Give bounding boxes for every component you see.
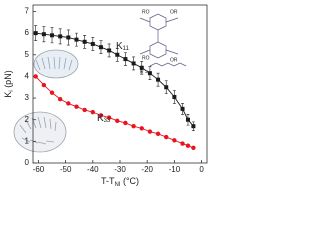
x-tick-label: -20: [141, 165, 153, 174]
y-tick-label: 7: [25, 7, 30, 16]
data-point: [115, 118, 120, 123]
data-point: [50, 33, 55, 38]
data-point: [82, 107, 87, 113]
data-point: [74, 37, 79, 42]
data-point: [172, 94, 177, 99]
y-tick-label: 5: [25, 50, 30, 59]
data-point: [191, 124, 196, 129]
x-tick-label: 0: [199, 165, 204, 174]
data-point: [123, 120, 128, 126]
x-tick-label: -50: [60, 165, 72, 174]
data-point: [115, 52, 120, 57]
series-label-part: 33: [104, 118, 111, 124]
data-point: [58, 34, 63, 39]
y-tick-label: 6: [25, 28, 30, 37]
inset-label: R =: [140, 69, 148, 75]
data-point: [98, 113, 104, 118]
x-tick-label: -40: [87, 165, 99, 174]
x-axis-label: T-TNI (°C): [101, 176, 139, 187]
data-point: [180, 141, 185, 146]
series-label: K33: [97, 113, 111, 124]
data-point: [123, 57, 128, 62]
data-point: [33, 31, 38, 36]
data-point: [107, 48, 112, 53]
data-point: [49, 90, 55, 95]
y-tick-label: 2: [25, 115, 30, 124]
data-point: [33, 74, 38, 79]
series-line: [35, 32, 194, 127]
series-label-part: K: [116, 41, 123, 52]
data-point: [164, 85, 169, 90]
y-tick-label: 1: [25, 136, 30, 145]
data-point: [180, 106, 185, 111]
chart: RO OR RO OR R = -60 -50 -40 -30 -20 -10 0 0 1 2 3 4 5 6 7 T…: [3, 4, 208, 188]
data-point: [82, 39, 87, 44]
inset-label: RO: [142, 55, 150, 61]
y-axis-label-part: (pN): [3, 70, 13, 90]
data-point: [191, 145, 196, 151]
series-label-part: 11: [123, 46, 130, 52]
inset-label: RO: [142, 9, 150, 15]
x-axis-label-part: NI: [114, 182, 120, 188]
series-label-part: K: [97, 113, 104, 124]
data-point: [147, 129, 153, 134]
y-tick-label: 0: [25, 158, 30, 167]
data-point: [155, 131, 161, 136]
inset-molecule: [139, 13, 187, 67]
data-point: [41, 32, 46, 37]
data-point: [98, 45, 103, 50]
x-tick-label: -30: [114, 165, 126, 174]
data-point: [74, 104, 79, 109]
inset-label: OR: [170, 57, 178, 63]
inset-label: OR: [170, 9, 178, 15]
x-axis-label-part: (°C): [120, 176, 139, 186]
data-point: [164, 134, 169, 140]
data-point: [66, 35, 71, 40]
data-point: [147, 71, 152, 76]
data-point: [185, 117, 190, 122]
data-point: [90, 41, 95, 46]
data-point: [139, 126, 144, 131]
y-axis-label-part: i: [9, 90, 15, 91]
x-tick-label: -60: [33, 165, 45, 174]
x-axis-label-part: T-T: [101, 176, 115, 186]
inset-lc-illustration: [13, 49, 79, 153]
x-tick-label: -10: [169, 165, 181, 174]
data-point: [106, 115, 112, 120]
data-point: [131, 61, 136, 66]
data-point: [172, 138, 177, 143]
y-tick-label: 3: [25, 93, 30, 102]
data-point: [139, 65, 144, 70]
data-point: [90, 109, 96, 115]
series-label: K11: [116, 41, 130, 52]
data-point: [66, 101, 71, 106]
y-axis-label-part: K: [3, 92, 13, 98]
data-point: [131, 124, 136, 129]
y-tick-label: 4: [25, 72, 30, 81]
data-point: [185, 143, 191, 148]
y-axis-label: Ki (pN): [3, 70, 14, 97]
data-point: [156, 77, 161, 82]
data-point: [57, 96, 63, 102]
data-point: [41, 82, 47, 88]
